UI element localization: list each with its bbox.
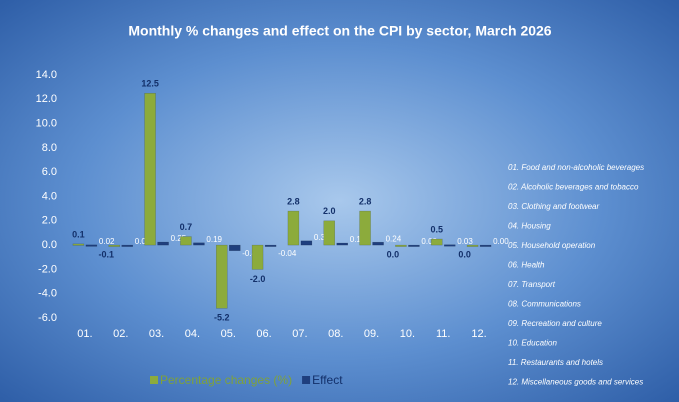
value-label: -0.04 bbox=[278, 249, 297, 258]
bar bbox=[193, 242, 205, 246]
value-label: 0.00 bbox=[135, 237, 151, 246]
x-tick-label: 09. bbox=[364, 328, 379, 340]
value-label: -0.46 bbox=[242, 249, 261, 258]
bar bbox=[72, 243, 85, 246]
y-tick-label: -2.0 bbox=[38, 263, 57, 275]
bar bbox=[108, 244, 120, 247]
category-note: 10. Education bbox=[508, 339, 557, 348]
y-tick-label: 10.0 bbox=[36, 118, 57, 130]
y-tick-label: -6.0 bbox=[38, 312, 57, 324]
bar bbox=[479, 244, 492, 247]
value-label: 2.0 bbox=[323, 206, 336, 216]
x-tick-label: 05. bbox=[221, 328, 236, 340]
x-tick-label: 11. bbox=[436, 328, 450, 340]
bar bbox=[408, 244, 420, 247]
bar bbox=[85, 244, 98, 247]
bar bbox=[466, 244, 479, 247]
category-note: 02. Alcoholic beverages and tobacco bbox=[508, 183, 639, 192]
y-tick-label: 8.0 bbox=[42, 142, 57, 154]
y-tick-label: 2.0 bbox=[42, 215, 57, 227]
y-tick-label: 4.0 bbox=[42, 190, 57, 202]
x-tick-label: 08. bbox=[328, 328, 343, 340]
category-note: 04. Housing bbox=[508, 222, 551, 231]
x-tick-label: 10. bbox=[400, 328, 415, 340]
bar bbox=[300, 240, 313, 246]
bar bbox=[264, 244, 277, 247]
category-note: 11. Restaurants and hotels bbox=[508, 358, 603, 367]
value-label: 0.7 bbox=[180, 222, 193, 232]
value-label: 0.03 bbox=[457, 237, 473, 246]
value-label: 0.1 bbox=[72, 229, 85, 239]
bar bbox=[287, 210, 300, 246]
legend-label: Effect bbox=[312, 373, 343, 387]
value-label: 0.00 bbox=[493, 237, 509, 246]
bar bbox=[229, 244, 241, 251]
value-label: -0.1 bbox=[98, 249, 114, 259]
bar bbox=[323, 220, 335, 246]
value-label: 0.02 bbox=[99, 237, 115, 246]
chart-title: Monthly % changes and effect on the CPI … bbox=[128, 23, 551, 39]
value-label: 0.00 bbox=[421, 237, 437, 246]
value-label: 2.8 bbox=[359, 196, 372, 206]
value-label: 0.24 bbox=[386, 234, 402, 243]
value-label: 0.35 bbox=[314, 233, 330, 242]
y-tick-label: 6.0 bbox=[42, 166, 57, 178]
y-tick-label: -4.0 bbox=[38, 288, 57, 300]
value-label: -5.2 bbox=[214, 313, 230, 323]
category-note: 12. Miscellaneous goods and services bbox=[508, 378, 643, 387]
legend-swatch bbox=[150, 376, 158, 384]
x-tick-label: 03. bbox=[149, 328, 164, 340]
y-tick-label: 14.0 bbox=[36, 69, 57, 81]
legend-swatch bbox=[302, 376, 311, 384]
x-tick-label: 06. bbox=[256, 328, 271, 340]
bar bbox=[431, 238, 443, 246]
category-note: 07. Transport bbox=[508, 280, 556, 289]
bar bbox=[395, 244, 407, 247]
bar bbox=[180, 236, 192, 246]
value-label: 0.0 bbox=[458, 249, 471, 259]
value-label: 0.19 bbox=[206, 235, 222, 244]
value-label: 2.8 bbox=[287, 196, 300, 206]
bar bbox=[372, 241, 384, 246]
y-tick-label: 0.0 bbox=[42, 239, 57, 251]
bar bbox=[359, 210, 371, 246]
category-note: 08. Communications bbox=[508, 300, 581, 309]
x-tick-label: 01. bbox=[77, 328, 92, 340]
category-note: 06. Health bbox=[508, 261, 545, 270]
value-label: 0.5 bbox=[430, 224, 443, 234]
category-note: 05. Household operation bbox=[508, 241, 596, 250]
value-label: 12.5 bbox=[141, 79, 159, 89]
bar bbox=[121, 244, 133, 247]
value-label: 0.17 bbox=[350, 235, 366, 244]
category-note: 09. Recreation and culture bbox=[508, 319, 602, 328]
y-tick-label: 12.0 bbox=[36, 93, 57, 105]
bar bbox=[144, 92, 156, 246]
category-note: 01. Food and non-alcoholic beverages bbox=[508, 163, 644, 172]
value-label: 0.25 bbox=[171, 234, 187, 243]
bar bbox=[251, 244, 264, 270]
category-note: 03. Clothing and footwear bbox=[508, 202, 600, 211]
x-tick-label: 12. bbox=[471, 328, 486, 340]
x-tick-label: 02. bbox=[113, 328, 128, 340]
x-tick-label: 04. bbox=[185, 328, 200, 340]
value-label: -2.0 bbox=[250, 274, 266, 284]
value-label: 0.0 bbox=[387, 249, 400, 259]
bar bbox=[444, 244, 456, 247]
bar bbox=[216, 244, 228, 309]
bar bbox=[157, 241, 169, 246]
x-tick-label: 07. bbox=[292, 328, 307, 340]
legend-label: Percentage changes (%) bbox=[160, 373, 292, 387]
bar bbox=[336, 242, 348, 246]
